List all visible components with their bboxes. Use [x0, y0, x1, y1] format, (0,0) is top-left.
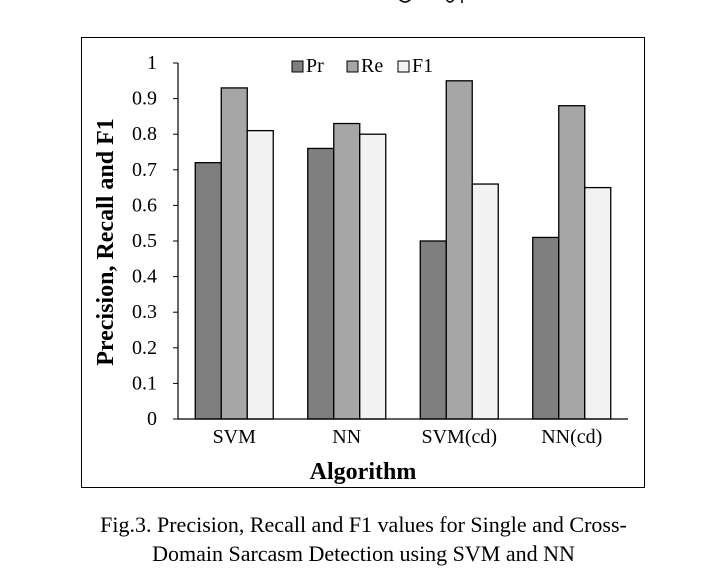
y-tick-label: 0.8 [132, 123, 157, 145]
y-tick-label: 0 [147, 408, 157, 430]
legend-label-re: Re [361, 55, 383, 77]
cropped-text-fragment [399, 0, 463, 3]
bar-pr-svm [194, 162, 222, 420]
bar-re-nncd [558, 105, 586, 420]
x-tick-label: NN(cd) [541, 426, 602, 448]
y-tick-label: 0.3 [132, 301, 157, 323]
bar-chart: 0 0.1 0.2 0.3 0.4 0.5 0.6 0.7 0.8 0.9 1 SVM NN SVM(cd… [93, 52, 628, 485]
y-tick-label: 0.9 [132, 88, 157, 110]
bar-pr-svmcd [419, 240, 447, 420]
y-tick-label: 0.4 [132, 266, 157, 288]
legend-label-f1: F1 [412, 55, 433, 77]
axes-layer [173, 62, 628, 420]
caption-line-1: Fig.3. Precision, Recall and F1 values f… [100, 512, 627, 537]
bar-f1-nncd [584, 186, 612, 420]
bar-f1-svmcd [471, 183, 499, 420]
figure-caption: Fig.3. Precision, Recall and F1 values f… [0, 510, 727, 568]
x-axis-title: Algorithm [310, 459, 417, 485]
labels-layer: 0 0.1 0.2 0.3 0.4 0.5 0.6 0.7 0.8 0.9 1 SVM NN SVM(cd… [93, 52, 602, 485]
y-tick-label: 1 [147, 52, 157, 74]
legend-swatch-pr [291, 60, 304, 73]
bar-re-svmcd [445, 80, 473, 420]
y-axis-title: Precision, Recall and F1 [93, 118, 119, 366]
bar-pr-nn [307, 147, 335, 420]
bar-f1-svm [246, 129, 274, 420]
x-tick-label: NN [332, 426, 361, 448]
y-tick-label: 0.5 [132, 230, 157, 252]
bar-re-nn [333, 122, 361, 420]
legend: Pr Re F1 [291, 55, 433, 77]
x-tick-label: SVM(cd) [421, 426, 497, 448]
legend-label-pr: Pr [306, 55, 324, 77]
y-tick-label: 0.2 [132, 337, 157, 359]
bar-f1-nn [359, 133, 387, 420]
bar-pr-nncd [532, 236, 560, 420]
bar-re-svm [220, 87, 248, 420]
y-tick-label: 0.7 [132, 159, 157, 181]
y-tick-label: 0.1 [132, 372, 157, 394]
x-tick-label: SVM [213, 426, 257, 448]
legend-swatch-re [346, 60, 359, 73]
bars-layer [194, 80, 612, 420]
caption-line-2: Domain Sarcasm Detection using SVM and N… [152, 541, 575, 566]
legend-swatch-f1 [397, 60, 410, 73]
y-tick-label: 0.6 [132, 194, 157, 216]
